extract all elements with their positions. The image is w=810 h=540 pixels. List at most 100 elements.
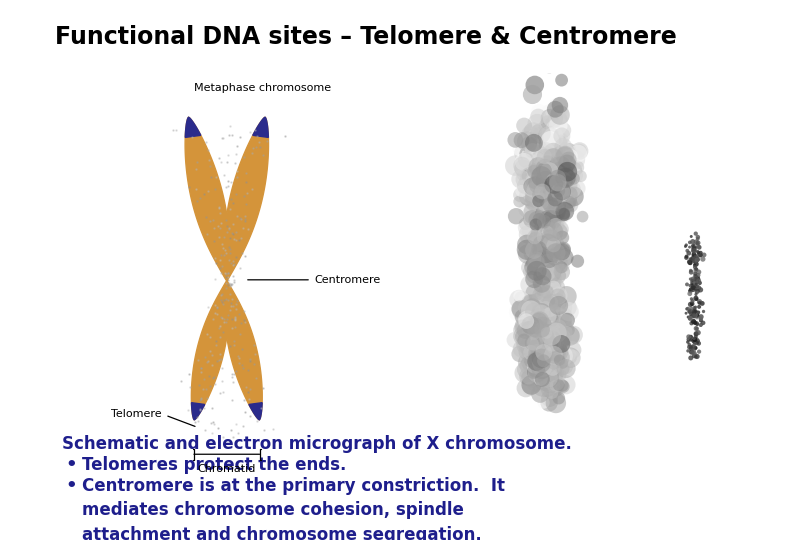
Point xyxy=(684,307,697,316)
Point xyxy=(527,338,540,346)
Point xyxy=(540,287,553,296)
Point xyxy=(544,195,556,204)
Point xyxy=(564,353,577,362)
Point xyxy=(692,233,705,241)
Point xyxy=(517,170,530,179)
Point xyxy=(553,228,566,237)
Point xyxy=(529,186,542,194)
Point xyxy=(548,367,561,376)
Point xyxy=(539,226,552,235)
Point xyxy=(561,355,574,364)
Point xyxy=(696,299,709,308)
Point xyxy=(530,334,543,342)
Point xyxy=(535,161,548,170)
Point xyxy=(539,348,552,357)
Point xyxy=(555,350,568,359)
Point xyxy=(543,286,556,294)
Point xyxy=(689,238,702,246)
Point xyxy=(533,345,546,354)
Text: Centromere is at the primary constriction.  It
mediates chromosome cohesion, spi: Centromere is at the primary constrictio… xyxy=(82,477,505,540)
Point xyxy=(538,198,551,207)
Point xyxy=(533,242,546,251)
Point xyxy=(526,178,539,186)
Point xyxy=(544,315,556,323)
Point xyxy=(540,347,553,356)
Point xyxy=(531,258,544,267)
Point xyxy=(688,335,701,344)
Point xyxy=(535,280,548,288)
Point xyxy=(526,190,539,199)
Point xyxy=(547,161,560,170)
Point xyxy=(547,351,560,360)
Point xyxy=(689,353,702,361)
Point xyxy=(697,307,710,316)
Point xyxy=(552,357,565,366)
Point xyxy=(544,224,556,233)
Point xyxy=(544,379,556,388)
Point xyxy=(539,183,552,192)
Point xyxy=(684,336,697,345)
Point xyxy=(543,167,556,176)
Point xyxy=(688,245,701,253)
Point xyxy=(533,252,546,260)
Point xyxy=(684,314,697,323)
Point xyxy=(532,368,545,377)
Point xyxy=(688,349,701,358)
Point xyxy=(547,247,560,256)
Point xyxy=(687,282,700,291)
Point xyxy=(522,177,535,186)
Point xyxy=(557,262,570,271)
Point xyxy=(689,310,702,319)
Point xyxy=(524,321,537,329)
Point xyxy=(688,308,701,317)
Point xyxy=(543,347,556,356)
Point xyxy=(536,187,549,195)
Point xyxy=(688,251,701,259)
Point xyxy=(536,190,549,198)
Point xyxy=(689,333,702,341)
Point xyxy=(544,219,556,227)
Polygon shape xyxy=(224,117,268,281)
Point xyxy=(528,326,541,334)
Point xyxy=(536,299,549,308)
Point xyxy=(520,205,533,214)
Point xyxy=(551,298,564,307)
Point xyxy=(546,184,559,193)
Point xyxy=(540,277,553,286)
Point xyxy=(550,275,563,284)
Point xyxy=(518,336,531,345)
Point xyxy=(697,255,710,264)
Point xyxy=(546,215,559,224)
Point xyxy=(693,299,706,307)
Point xyxy=(550,352,563,360)
Point xyxy=(690,286,703,294)
Point xyxy=(692,271,705,280)
Polygon shape xyxy=(191,281,228,420)
Point xyxy=(547,174,560,183)
Point xyxy=(529,322,542,330)
Point xyxy=(546,264,559,273)
Point xyxy=(528,192,541,201)
Point xyxy=(537,183,550,192)
Point xyxy=(548,173,561,181)
Point xyxy=(688,318,701,326)
Point xyxy=(533,185,546,193)
Point xyxy=(694,251,707,259)
Point xyxy=(548,381,561,390)
Point xyxy=(522,193,535,201)
Point xyxy=(538,353,551,361)
Point xyxy=(533,316,546,325)
Point xyxy=(528,330,541,339)
Point xyxy=(544,136,556,144)
Point xyxy=(683,243,696,252)
Point xyxy=(542,240,555,249)
Point xyxy=(529,378,542,387)
Point xyxy=(545,137,558,146)
Point xyxy=(539,122,552,130)
Point xyxy=(533,358,546,367)
Point xyxy=(529,324,542,333)
Point xyxy=(539,260,552,269)
Point xyxy=(531,332,544,341)
Point xyxy=(537,339,550,347)
Point xyxy=(553,111,566,119)
